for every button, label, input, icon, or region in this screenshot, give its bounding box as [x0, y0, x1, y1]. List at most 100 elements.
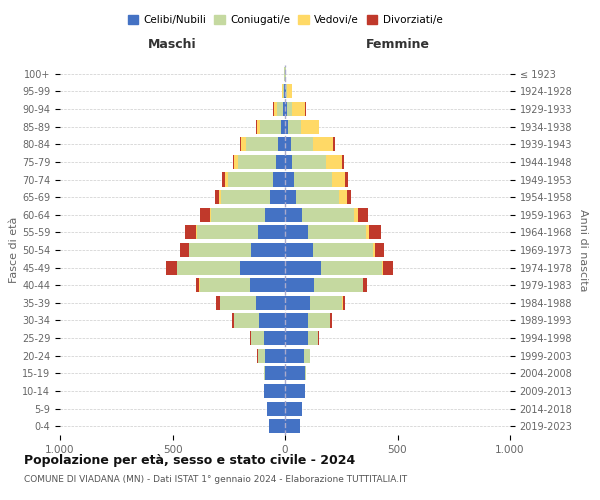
Bar	[285, 331, 308, 345]
Bar	[285, 384, 305, 398]
Bar	[219, 190, 221, 204]
Bar	[285, 172, 294, 186]
Bar	[286, 84, 287, 98]
Bar	[285, 260, 321, 274]
Bar	[364, 278, 367, 292]
Bar	[196, 226, 197, 239]
Bar	[281, 120, 285, 134]
Bar	[305, 366, 307, 380]
Bar	[265, 208, 285, 222]
Bar	[353, 208, 358, 222]
Bar	[373, 243, 375, 257]
Bar	[301, 120, 319, 134]
Bar	[285, 402, 302, 415]
Bar	[325, 155, 343, 169]
Bar	[251, 243, 285, 257]
Bar	[292, 155, 325, 169]
Bar	[285, 120, 289, 134]
Text: Femmine: Femmine	[365, 38, 430, 51]
Bar	[197, 226, 258, 239]
Bar	[285, 190, 296, 204]
Bar	[216, 296, 220, 310]
Bar	[285, 155, 292, 169]
Bar	[259, 314, 285, 328]
Bar	[347, 190, 352, 204]
Bar	[209, 208, 211, 222]
Bar	[285, 84, 286, 98]
Bar	[308, 226, 366, 239]
Bar	[285, 208, 302, 222]
Bar	[330, 314, 332, 328]
Bar	[304, 348, 310, 363]
Bar	[274, 102, 277, 116]
Bar	[285, 226, 308, 239]
Bar	[344, 172, 348, 186]
Bar	[285, 278, 314, 292]
Bar	[211, 208, 265, 222]
Bar	[283, 102, 285, 116]
Bar	[222, 172, 226, 186]
Bar	[278, 137, 285, 152]
Bar	[382, 260, 383, 274]
Bar	[313, 243, 373, 257]
Bar	[263, 366, 265, 380]
Legend: Celibi/Nubili, Coniugati/e, Vedovi/e, Divorziati/e: Celibi/Nubili, Coniugati/e, Vedovi/e, Di…	[124, 11, 446, 30]
Text: Popolazione per età, sesso e stato civile - 2024: Popolazione per età, sesso e stato civil…	[24, 454, 355, 467]
Bar	[308, 314, 330, 328]
Bar	[271, 190, 285, 204]
Bar	[383, 260, 393, 274]
Bar	[285, 419, 299, 433]
Bar	[375, 243, 384, 257]
Bar	[343, 296, 345, 310]
Bar	[258, 348, 265, 363]
Bar	[285, 366, 305, 380]
Bar	[285, 296, 310, 310]
Bar	[318, 331, 319, 345]
Bar	[265, 348, 285, 363]
Bar	[240, 260, 285, 274]
Bar	[290, 137, 313, 152]
Bar	[334, 137, 335, 152]
Bar	[250, 278, 285, 292]
Bar	[260, 120, 281, 134]
Bar	[257, 120, 260, 134]
Bar	[258, 226, 285, 239]
Bar	[272, 172, 285, 186]
Bar	[226, 172, 227, 186]
Bar	[245, 137, 278, 152]
Bar	[256, 120, 257, 134]
Bar	[233, 155, 235, 169]
Bar	[292, 102, 305, 116]
Bar	[241, 137, 245, 152]
Bar	[339, 190, 347, 204]
Bar	[287, 102, 292, 116]
Bar	[302, 208, 353, 222]
Bar	[269, 419, 285, 433]
Bar	[285, 243, 313, 257]
Bar	[281, 84, 283, 98]
Bar	[289, 120, 301, 134]
Bar	[265, 366, 285, 380]
Bar	[296, 190, 339, 204]
Bar	[276, 155, 285, 169]
Bar	[285, 102, 287, 116]
Bar	[263, 331, 285, 345]
Bar	[358, 208, 368, 222]
Bar	[370, 226, 380, 239]
Bar	[215, 190, 219, 204]
Text: COMUNE DI VIADANA (MN) - Dati ISTAT 1° gennaio 2024 - Elaborazione TUTTITALIA.IT: COMUNE DI VIADANA (MN) - Dati ISTAT 1° g…	[24, 475, 407, 484]
Bar	[267, 402, 285, 415]
Bar	[199, 278, 250, 292]
Bar	[199, 208, 209, 222]
Bar	[240, 137, 241, 152]
Bar	[227, 172, 272, 186]
Bar	[332, 172, 344, 186]
Bar	[166, 260, 176, 274]
Bar	[284, 84, 285, 98]
Bar	[287, 84, 292, 98]
Bar	[343, 155, 344, 169]
Y-axis label: Fasce di età: Fasce di età	[9, 217, 19, 283]
Bar	[263, 384, 285, 398]
Bar	[221, 190, 271, 204]
Bar	[232, 314, 234, 328]
